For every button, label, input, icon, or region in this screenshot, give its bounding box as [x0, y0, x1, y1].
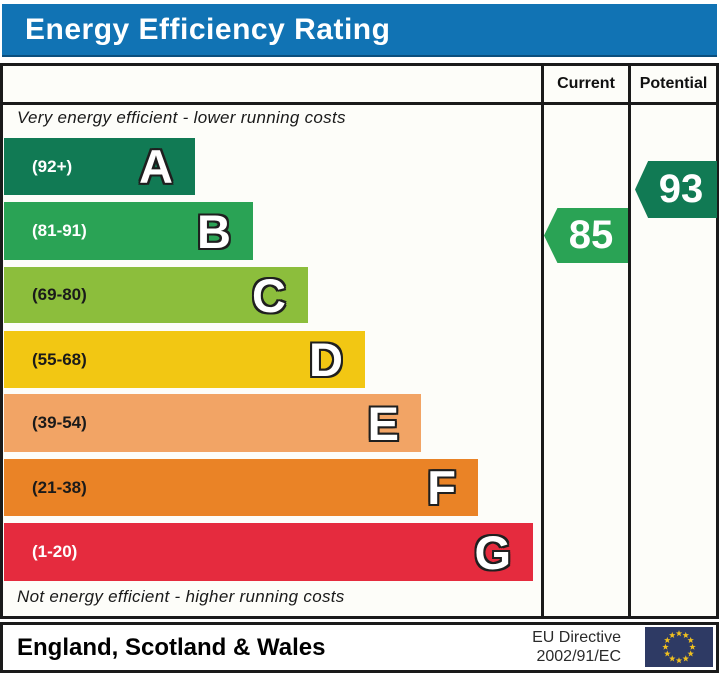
current-rating-value: 85 — [568, 213, 614, 257]
potential-column-header: Potential — [639, 75, 708, 92]
band-row-a: (92+) A — [4, 138, 195, 195]
footer-bar: England, Scotland & Wales EU Directive 2… — [0, 622, 719, 673]
potential-rating-arrow: 93 — [635, 161, 717, 218]
band-range-label: (55-68) — [32, 349, 87, 369]
band-letter: C — [252, 268, 286, 322]
potential-rating-value: 93 — [658, 167, 704, 211]
band-row-d: (55-68) D — [4, 331, 365, 388]
potential-column-divider — [628, 66, 631, 616]
band-row-g: (1-20) G — [4, 523, 533, 581]
band-row-f: (21-38) F — [4, 459, 478, 516]
band-range-label: (69-80) — [32, 285, 87, 304]
region-label: England, Scotland & Wales — [17, 634, 326, 661]
band-row-c: (69-80) C — [4, 267, 308, 323]
band-range-label: (92+) — [32, 156, 73, 176]
top-note: Very energy efficient - lower running co… — [17, 108, 346, 127]
band-range-label: (21-38) — [32, 477, 87, 497]
band-letter: G — [474, 525, 511, 579]
band-letter: F — [427, 461, 456, 514]
page-title: Energy Efficiency Rating — [25, 13, 391, 46]
band-letter: B — [197, 204, 231, 258]
bottom-note: Not energy efficient - higher running co… — [17, 587, 345, 606]
band-letter: D — [309, 333, 343, 386]
eu-directive-line1: EU Directive — [532, 629, 621, 646]
rating-table: Current Potential Very energy efficient … — [0, 63, 719, 619]
band-range-label: (81-91) — [32, 221, 87, 240]
current-column-header: Current — [557, 75, 615, 92]
eu-flag-icon — [645, 627, 713, 667]
band-row-e: (39-54) E — [4, 394, 421, 452]
current-column-divider — [541, 66, 544, 616]
current-rating-arrow: 85 — [544, 208, 628, 263]
title-band: Energy Efficiency Rating — [2, 4, 717, 57]
band-letter: E — [367, 396, 399, 450]
band-range-label: (39-54) — [32, 413, 87, 432]
eu-directive-line2: 2002/91/EC — [536, 648, 621, 665]
band-row-b: (81-91) B — [4, 202, 253, 260]
band-letter: A — [139, 140, 173, 193]
band-range-label: (1-20) — [32, 542, 78, 561]
eu-directive-label: EU Directive 2002/91/EC — [532, 628, 621, 666]
header-row-divider — [3, 102, 716, 105]
